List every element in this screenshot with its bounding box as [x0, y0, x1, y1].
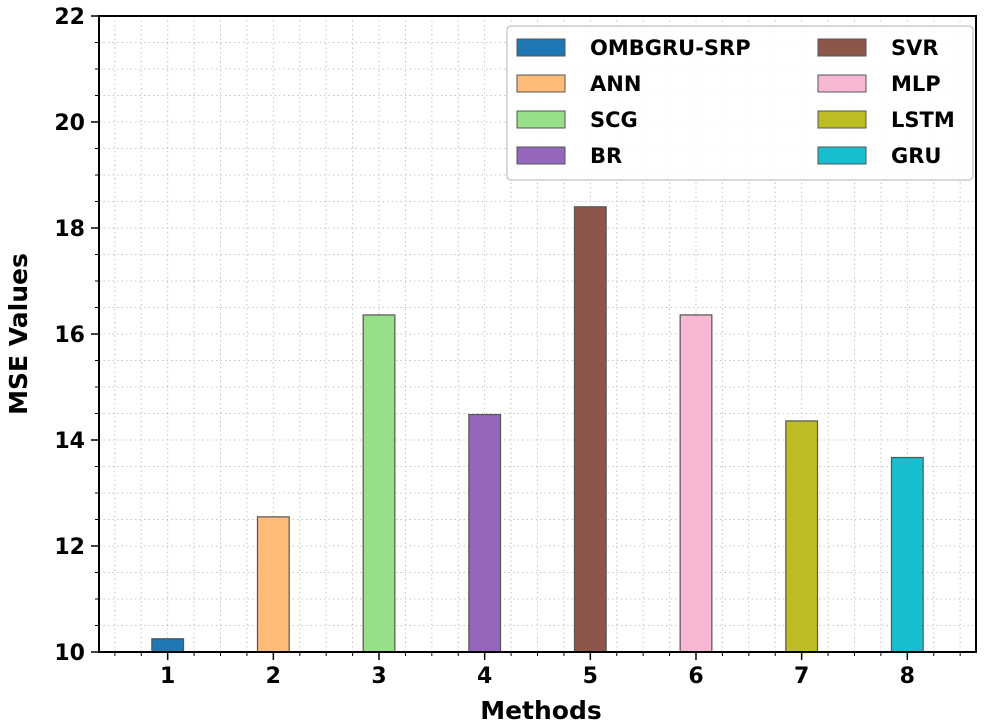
- y-axis-title: MSE Values: [4, 253, 33, 415]
- y-tick-label: 16: [54, 323, 85, 348]
- bar-scg: [362, 314, 396, 653]
- bar-gru: [890, 456, 924, 653]
- legend-swatch-lstm: [817, 110, 867, 129]
- legend-swatch-ombgru-srp: [516, 38, 566, 57]
- x-tick-label: 7: [794, 664, 809, 689]
- x-axis-title: Methods: [480, 696, 602, 725]
- y-tick-label: 12: [54, 535, 85, 560]
- legend-swatch-svr: [817, 38, 867, 57]
- x-tick-label: 8: [900, 664, 915, 689]
- y-tick-label: 20: [54, 111, 85, 136]
- bar-br: [468, 413, 502, 653]
- legend-label-scg: SCG: [590, 108, 638, 132]
- bars-group: [151, 206, 924, 653]
- legend-label-mlp: MLP: [891, 72, 941, 96]
- legend-box: [506, 25, 974, 181]
- legend-label-ann: ANN: [590, 72, 641, 96]
- x-tick-label: 2: [266, 664, 281, 689]
- x-tick-label: 4: [477, 664, 492, 689]
- legend-swatch-scg: [516, 110, 566, 129]
- legend: OMBGRU-SRP ANN SCG BR SVR MLP LSTM GRU: [506, 25, 974, 181]
- x-tick-label: 1: [160, 664, 175, 689]
- bar-ann: [256, 516, 290, 653]
- y-tick-label: 22: [54, 5, 85, 30]
- bar-lstm: [785, 420, 819, 653]
- legend-swatch-mlp: [817, 74, 867, 93]
- bar-mlp: [679, 314, 713, 653]
- legend-label-svr: SVR: [891, 36, 939, 60]
- y-tick-label: 14: [54, 429, 85, 454]
- x-tick-label: 3: [371, 664, 386, 689]
- legend-swatch-ann: [516, 74, 566, 93]
- legend-label-br: BR: [590, 144, 622, 168]
- legend-swatch-gru: [817, 146, 867, 165]
- y-tick-labels: 10 12 14 16 18 20 22: [54, 5, 85, 666]
- legend-label-lstm: LSTM: [891, 108, 955, 132]
- bar-ombgru-srp: [151, 638, 185, 653]
- legend-label-ombgru-srp: OMBGRU-SRP: [590, 36, 751, 60]
- bar-svr: [573, 206, 607, 653]
- axis-ticks: [91, 15, 961, 660]
- x-tick-label: 5: [583, 664, 598, 689]
- y-tick-label: 10: [54, 641, 85, 666]
- x-tick-label: 6: [688, 664, 703, 689]
- x-tick-labels: 1 2 3 4 5 6 7 8: [160, 664, 915, 689]
- legend-swatch-br: [516, 146, 566, 165]
- y-tick-label: 18: [54, 217, 85, 242]
- legend-label-gru: GRU: [891, 144, 941, 168]
